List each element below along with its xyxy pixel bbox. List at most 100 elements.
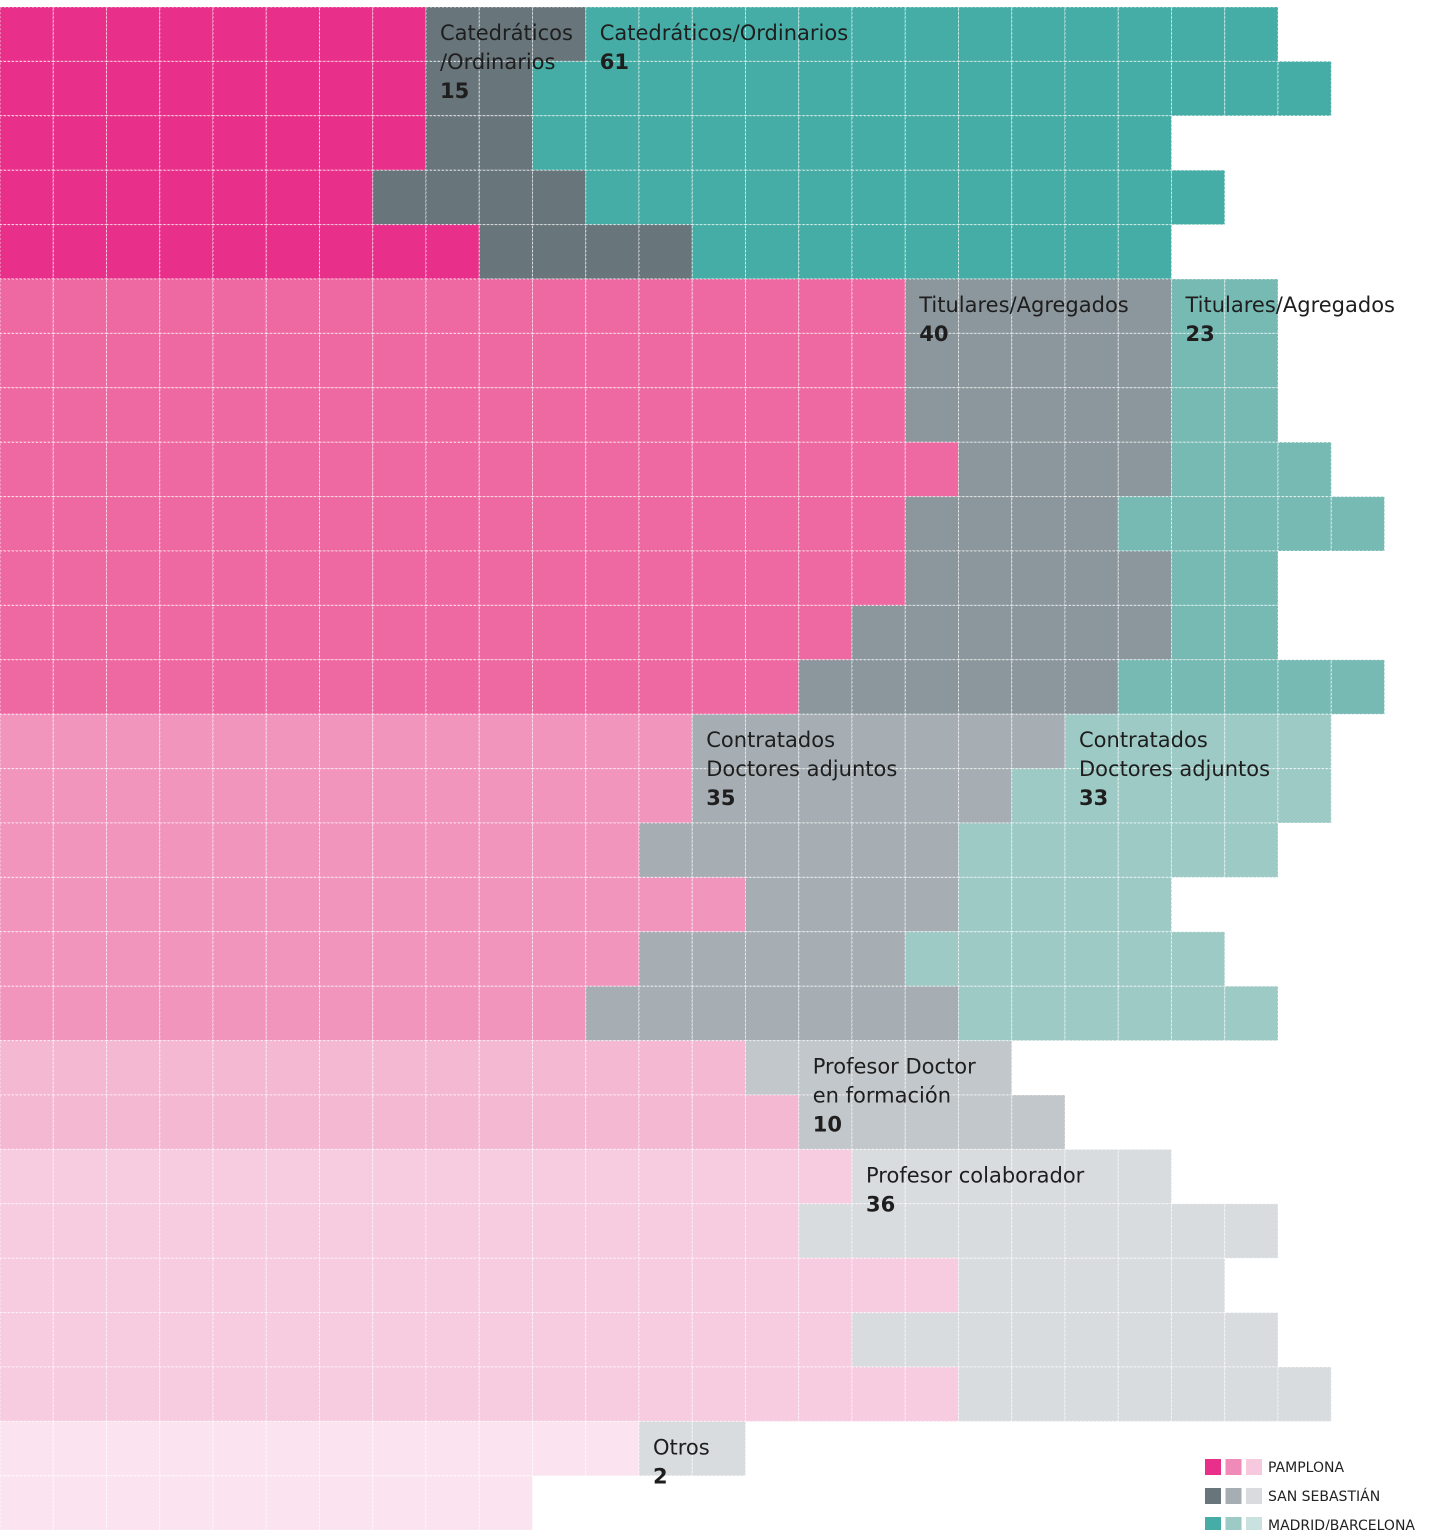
cell — [691, 713, 746, 770]
cell — [691, 822, 746, 878]
cell — [638, 1257, 693, 1314]
cell — [212, 169, 267, 226]
cell — [691, 1203, 746, 1259]
cell — [532, 550, 587, 606]
cell — [212, 115, 267, 171]
cell — [1117, 224, 1172, 280]
cell — [745, 1203, 800, 1259]
cell — [1064, 1312, 1119, 1368]
cell — [1011, 659, 1066, 715]
segment-label: Catedráticos — [440, 21, 573, 45]
cell — [1011, 224, 1066, 280]
cell — [851, 768, 906, 824]
cell — [0, 550, 54, 606]
cell — [478, 876, 533, 933]
cell — [319, 441, 374, 498]
segment-value: 2 — [653, 1464, 668, 1488]
cell — [1064, 876, 1119, 933]
cell — [265, 659, 320, 715]
cell — [745, 441, 800, 498]
cell — [478, 822, 533, 878]
cell — [1064, 550, 1119, 606]
cell — [851, 496, 906, 552]
cell — [745, 1257, 800, 1314]
cell — [691, 1148, 746, 1205]
cell — [1117, 169, 1172, 226]
cell — [52, 985, 107, 1042]
cell — [691, 224, 746, 280]
cell — [478, 1475, 533, 1530]
cell — [1171, 550, 1226, 606]
cell — [1117, 115, 1172, 171]
cell — [638, 604, 693, 661]
cell — [265, 1040, 320, 1096]
segment-label: Profesor colaborador — [866, 1163, 1085, 1187]
cell — [1171, 1257, 1226, 1314]
cell — [1224, 496, 1279, 552]
legend-swatch — [1205, 1459, 1221, 1475]
cell — [478, 550, 533, 606]
cell — [319, 6, 374, 62]
cell — [372, 876, 427, 933]
cell — [585, 1366, 640, 1422]
cell — [691, 441, 746, 498]
cell — [1224, 332, 1279, 389]
cell — [212, 1420, 267, 1477]
cell — [691, 1257, 746, 1314]
cell — [585, 985, 640, 1042]
cell — [159, 1040, 214, 1096]
cell — [319, 604, 374, 661]
cell — [106, 60, 161, 117]
cell — [851, 1257, 906, 1314]
cell — [904, 768, 959, 824]
cell — [372, 768, 427, 824]
cell — [1330, 659, 1385, 715]
cell — [0, 169, 54, 226]
cell — [1171, 713, 1226, 770]
cell — [638, 768, 693, 824]
cell — [372, 1420, 427, 1477]
cell — [1064, 604, 1119, 661]
cell — [1224, 550, 1279, 606]
cell — [52, 876, 107, 933]
cell — [585, 1148, 640, 1205]
cell — [851, 822, 906, 878]
cell — [1171, 278, 1226, 334]
cell — [1171, 604, 1226, 661]
cell — [425, 876, 480, 933]
cell — [904, 713, 959, 770]
cell — [585, 1420, 640, 1477]
cell — [0, 659, 54, 715]
cell — [52, 169, 107, 226]
cell — [798, 224, 853, 280]
cell — [1171, 1203, 1226, 1259]
cell — [265, 1148, 320, 1205]
cell — [532, 224, 587, 280]
cell — [106, 115, 161, 171]
cell — [1224, 441, 1279, 498]
legend-swatch — [1225, 1488, 1242, 1504]
cell — [212, 985, 267, 1042]
cell — [52, 1420, 107, 1477]
cell — [585, 659, 640, 715]
cell — [1064, 224, 1119, 280]
cell — [1117, 278, 1172, 334]
cell — [798, 1094, 853, 1150]
cell — [691, 115, 746, 171]
cell — [532, 822, 587, 878]
cell — [372, 1312, 427, 1368]
cell — [1117, 550, 1172, 606]
cell — [1117, 768, 1172, 824]
cell — [1117, 1312, 1172, 1368]
cell — [585, 6, 640, 62]
legend-label: PAMPLONA — [1268, 1460, 1344, 1476]
cell — [478, 1148, 533, 1205]
cell — [159, 985, 214, 1042]
cell — [52, 387, 107, 443]
cell — [691, 1366, 746, 1422]
cell — [0, 115, 54, 171]
cell — [1117, 876, 1172, 933]
cell — [372, 1040, 427, 1096]
cell — [212, 1475, 267, 1530]
